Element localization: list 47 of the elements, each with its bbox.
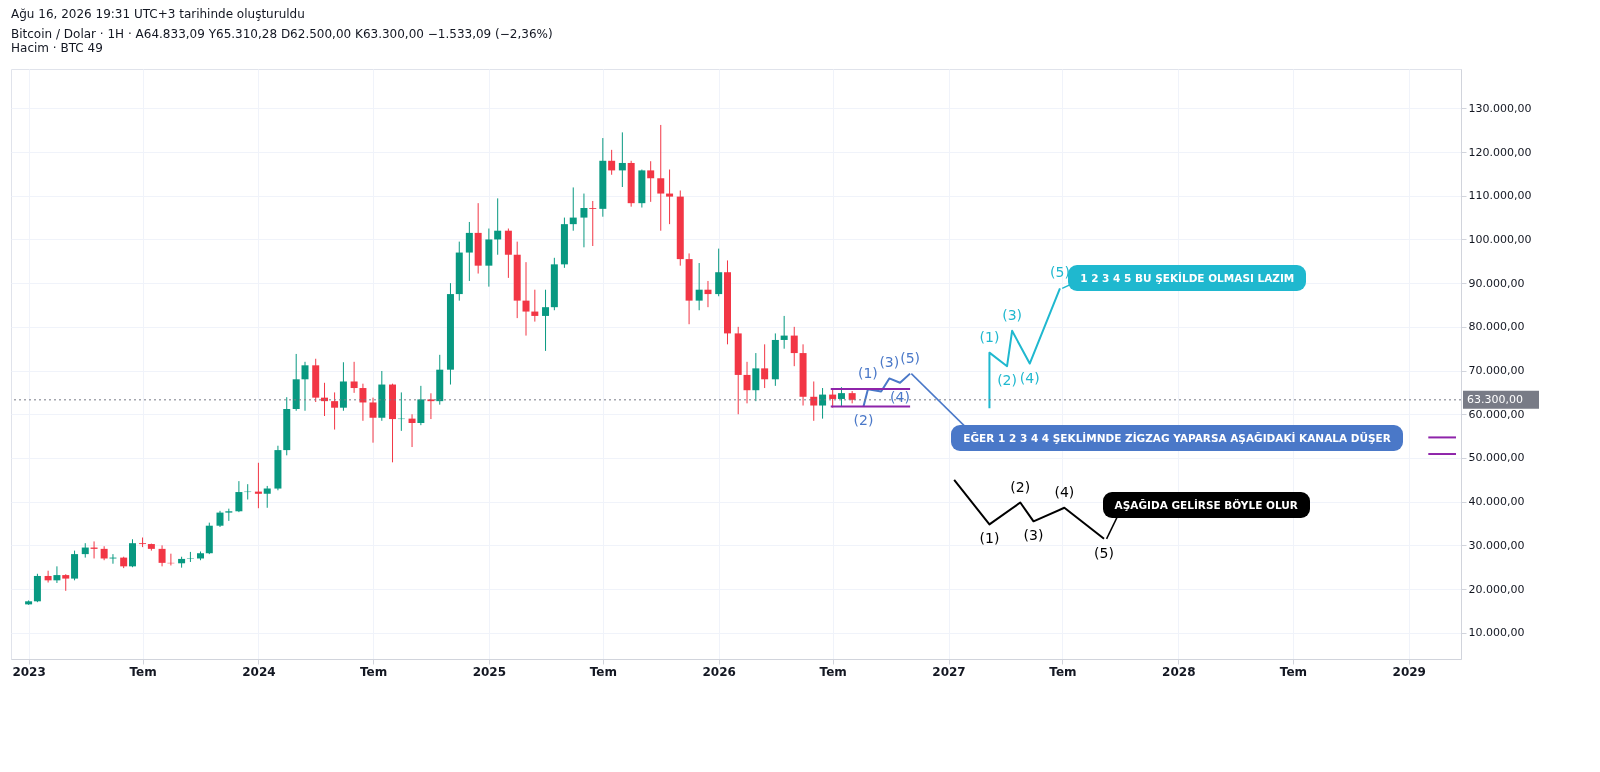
y-tick-label: 100.000,00 <box>1468 232 1532 246</box>
annotation: (4) <box>1019 369 1040 386</box>
text: Hacim · BTC 49 <box>11 41 103 55</box>
annotation: (1) <box>857 365 878 382</box>
y-tick-label: 130.000,00 <box>1468 101 1532 115</box>
x-tick-label: Tem <box>129 664 157 679</box>
y-tick-label: 60.000,00 <box>1468 407 1525 421</box>
x-tick-label: 2023 <box>12 664 46 679</box>
annotation: (4) <box>1054 483 1075 500</box>
x-tick-label: Tem <box>589 664 617 679</box>
annotation: (5) <box>1050 264 1070 281</box>
y-tick-label: 30.000,00 <box>1468 538 1525 552</box>
y-tick-label: 120.000,00 <box>1468 145 1532 159</box>
x-tick-label: 2024 <box>242 664 276 679</box>
x-tick-label: 2026 <box>702 664 736 679</box>
chart-subtitle: Bitcoin / Dolar · 1H · A64.833,09 Y65.310,28 D62.500,00 K63.300,00 −1.533,09 (−2,36%) <box>11 27 553 41</box>
y-tick-label: 110.000,00 <box>1468 189 1532 203</box>
x-tick-label: Tem <box>1049 664 1077 679</box>
annotation: (5) <box>900 349 921 366</box>
annotation: (2) <box>1010 478 1031 495</box>
annotation: (3) <box>879 354 900 371</box>
annotation: (1) <box>979 530 1000 547</box>
annotation: (2) <box>853 412 874 429</box>
annotation: (4) <box>890 388 910 405</box>
x-tick-label: Tem <box>1279 664 1308 679</box>
y-tick-label: 70.000,00 <box>1468 364 1525 378</box>
x-tick-label: Tem <box>359 664 388 679</box>
y-tick-label: 80.000,00 <box>1468 320 1525 334</box>
annotation: (3) <box>1023 527 1044 544</box>
y-tick-label: 10.000,00 <box>1468 626 1525 640</box>
x-tick-label: 2028 <box>1162 664 1196 679</box>
callout-box: EĞER 1 2 3 4 4 ŞEKLİMNDE ZİGZAG YAPARSA AŞAĞIDAKİ KANALA DÜŞER <box>951 424 1403 451</box>
callout-box: AŞAĞIDA GELİRSE BÖYLE OLUR <box>1102 491 1310 518</box>
x-tick-label: 2025 <box>472 664 507 679</box>
y-tick-label: 40.000,00 <box>1468 495 1525 509</box>
x-tick-label: 2029 <box>1392 664 1426 679</box>
y-tick-label: 50.000,00 <box>1468 451 1525 465</box>
ref-line-label: 63.300,00 <box>1467 392 1523 406</box>
y-tick-label: 90.000,00 <box>1468 276 1525 290</box>
chart-title: Ağu 16, 2026 19:31 UTC+3 tarihinde oluşturuldu <box>11 7 305 21</box>
annotation: (3) <box>1002 306 1023 323</box>
annotation: (2) <box>997 372 1017 389</box>
annotation: (5) <box>1094 544 1114 561</box>
y-tick-label: 20.000,00 <box>1468 582 1525 596</box>
annotation: (1) <box>979 328 1000 345</box>
x-tick-label: Tem <box>819 664 847 679</box>
x-tick-label: 2027 <box>932 664 966 679</box>
